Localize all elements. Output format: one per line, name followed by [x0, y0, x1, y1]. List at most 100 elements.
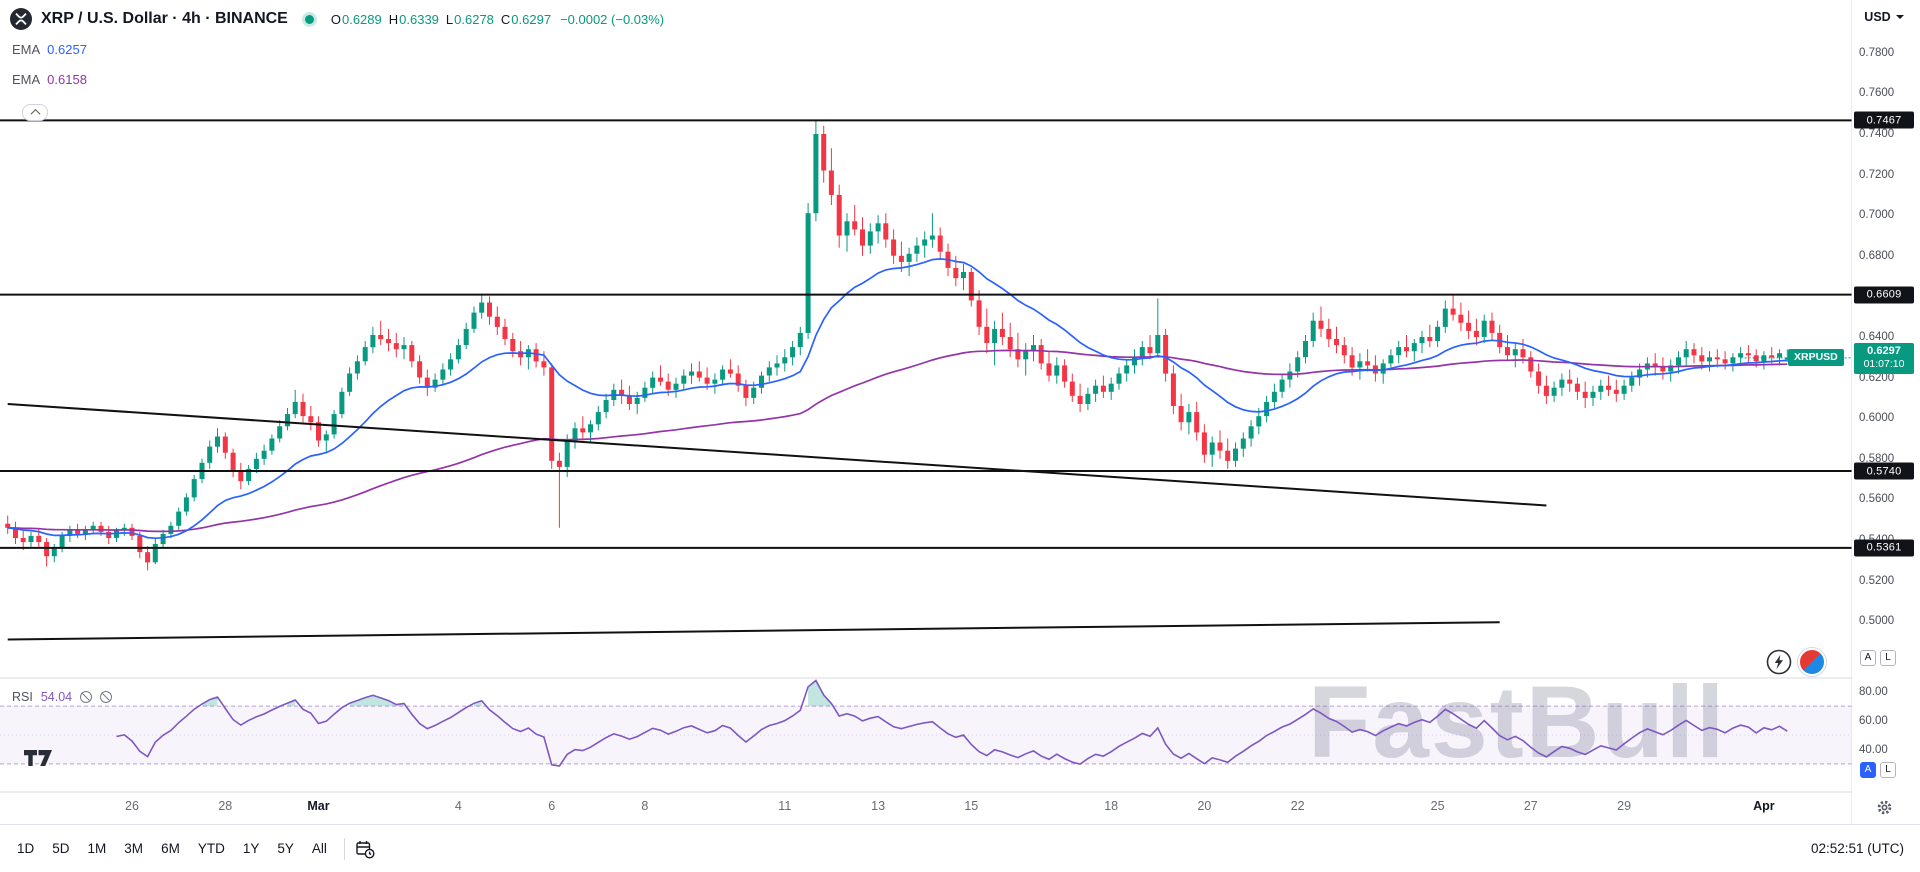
ohlc-value: 0.6339 — [399, 11, 439, 27]
rsi-line — [116, 679, 1788, 767]
ema-slow-line — [7, 349, 1788, 533]
rsi-hide-icon[interactable] — [80, 691, 93, 703]
time-axis-label: 29 — [1617, 799, 1631, 813]
ema-fast-legend: EMA 0.6257 — [12, 42, 87, 57]
rsi-menu-icon[interactable] — [100, 691, 113, 703]
price-axis-label: 0.7800 — [1859, 46, 1895, 59]
currency-dropdown[interactable]: USD — [1852, 6, 1916, 28]
current-price-badge: 0.6297 01:07:10 — [1854, 342, 1914, 374]
time-axis-label: 4 — [455, 799, 462, 813]
time-axis-label: 11 — [778, 799, 791, 813]
calendar-clock-icon[interactable] — [355, 839, 375, 859]
market-flag-icon[interactable] — [1798, 648, 1826, 676]
time-axis-label: 28 — [218, 799, 232, 813]
range-button-all[interactable]: All — [305, 837, 334, 860]
time-axis-label: 6 — [548, 799, 555, 813]
time-axis-label: 27 — [1524, 799, 1538, 813]
time-axis[interactable]: 26 28 Mar 4 6 8 11 13 15 18 20 22 25 27 29 Apr — [125, 799, 1775, 813]
range-button-6m[interactable]: 6M — [154, 837, 187, 860]
current-price-value: 0.6297 — [1867, 344, 1901, 357]
range-button-3m[interactable]: 3M — [117, 837, 150, 860]
date-range-switcher: 1D 5D 1M 3M 6M YTD 1Y 5Y All — [0, 837, 334, 860]
countdown-timer: 01:07:10 — [1863, 357, 1905, 370]
time-axis-label: 18 — [1104, 799, 1118, 813]
price-axis-label: 0.6800 — [1859, 249, 1895, 262]
price-axis-label: 0.7000 — [1859, 209, 1895, 222]
lightning-icon[interactable] — [1766, 649, 1792, 675]
tradingview-logo-icon[interactable] — [22, 748, 54, 773]
chevron-up-icon — [30, 108, 40, 119]
ohlc-value: 0.6297 — [511, 11, 552, 27]
time-axis-label: 13 — [871, 799, 885, 813]
ema-fast-label: EMA — [12, 42, 41, 57]
auto-scale-button-rsi[interactable]: A — [1860, 762, 1876, 778]
ohlc-value: 0.6289 — [341, 11, 382, 27]
range-button-1y[interactable]: 1Y — [236, 837, 267, 860]
ohlc-value: 0.6278 — [454, 11, 494, 27]
ohlc-key: H — [388, 11, 399, 27]
time-axis-label: 25 — [1431, 799, 1445, 813]
candlestick-series — [5, 120, 1790, 571]
caret-down-icon — [1895, 15, 1904, 19]
price-scale[interactable]: USD 0.7800 0.7600 0.7400 0.7200 0.7000 0.6800… — [1852, 0, 1920, 824]
symbol-price-tag: XRPUSD — [1788, 349, 1844, 366]
rsi-axis-label: 60.00 — [1859, 714, 1888, 727]
rsi-axis-label: 80.00 — [1859, 685, 1888, 698]
watermark: FastBull — [1308, 664, 1726, 781]
price-axis-label: 0.5600 — [1859, 493, 1895, 506]
trendline[interactable] — [7, 403, 1547, 507]
time-axis-label: Apr — [1753, 799, 1775, 813]
scale-toggle-row-1: A L — [1860, 650, 1896, 666]
currency-label: USD — [1864, 10, 1891, 24]
rsi-band — [0, 706, 1852, 764]
rsi-value: 54.04 — [40, 690, 73, 704]
trendline[interactable] — [7, 621, 1500, 641]
collapse-legend-button[interactable] — [22, 104, 48, 121]
range-button-5d[interactable]: 5D — [45, 837, 76, 860]
bottom-toolbar: 1D 5D 1M 3M 6M YTD 1Y 5Y All 02:52:51 (UTC) — [0, 824, 1920, 872]
ema-fast-line — [7, 258, 1788, 540]
settings-gear-icon[interactable] — [1876, 799, 1893, 821]
price-axis-label: 0.7400 — [1859, 128, 1895, 140]
scale-toggle-row-2: A L — [1860, 762, 1896, 778]
rsi-overbought-fill — [349, 695, 404, 707]
log-scale-button[interactable]: L — [1880, 650, 1896, 666]
ohlc-key: C — [500, 11, 511, 27]
rsi-overbought-fill — [202, 697, 218, 707]
rsi-axis-label: 40.00 — [1859, 743, 1888, 756]
price-axis-label: 0.7600 — [1859, 87, 1895, 100]
symbol-title: XRP / U.S. Dollar · 4h · BINANCE — [41, 10, 288, 27]
symbol-legend: XRP / U.S. Dollar · 4h · BINANCE O 0.6289… — [10, 7, 664, 31]
utc-clock: 02:52:51 (UTC) — [1810, 841, 1904, 856]
time-axis-label: 20 — [1197, 799, 1211, 813]
range-button-1d[interactable]: 1D — [10, 837, 41, 860]
auto-scale-button[interactable]: A — [1860, 650, 1876, 666]
ema-slow-label: EMA — [12, 72, 41, 87]
price-axis-label: 0.5200 — [1859, 574, 1895, 587]
price-axis-label: 0.6000 — [1859, 412, 1895, 425]
range-button-1m[interactable]: 1M — [81, 837, 114, 860]
time-axis-label: Mar — [307, 799, 329, 813]
price-axis-label: 0.6400 — [1859, 331, 1895, 343]
time-axis-label: 22 — [1291, 799, 1305, 813]
rsi-legend: RSI 54.04 — [12, 690, 113, 704]
price-level-badge: 0.6609 — [1854, 286, 1914, 304]
price-axis-label: 0.6200 — [1859, 371, 1895, 384]
ohlc-readout: O 0.6289 H 0.6339 L 0.6278 C 0.6297 — [331, 12, 551, 27]
price-axis-label: 0.5800 — [1859, 452, 1895, 465]
time-axis-label: 8 — [641, 799, 648, 813]
log-scale-button-rsi[interactable]: L — [1880, 762, 1896, 778]
chart-canvas[interactable]: 26 28 Mar 4 6 8 11 13 15 18 20 22 25 27 29 Apr — [0, 0, 1920, 824]
range-button-ytd[interactable]: YTD — [191, 837, 232, 860]
rsi-label: RSI — [12, 690, 33, 704]
time-axis-label: 15 — [964, 799, 978, 813]
price-axis-label: 0.7200 — [1859, 168, 1895, 181]
range-button-5y[interactable]: 5Y — [270, 837, 301, 860]
data-status-icon[interactable] — [304, 14, 314, 24]
price-axis-label: 0.5000 — [1859, 615, 1895, 628]
rsi-overbought-fill — [808, 680, 832, 707]
ohlc-key: L — [445, 11, 454, 27]
xrp-logo-icon — [10, 8, 32, 30]
toolbar-divider — [343, 837, 345, 860]
price-level-badge: 0.5740 — [1854, 462, 1914, 480]
